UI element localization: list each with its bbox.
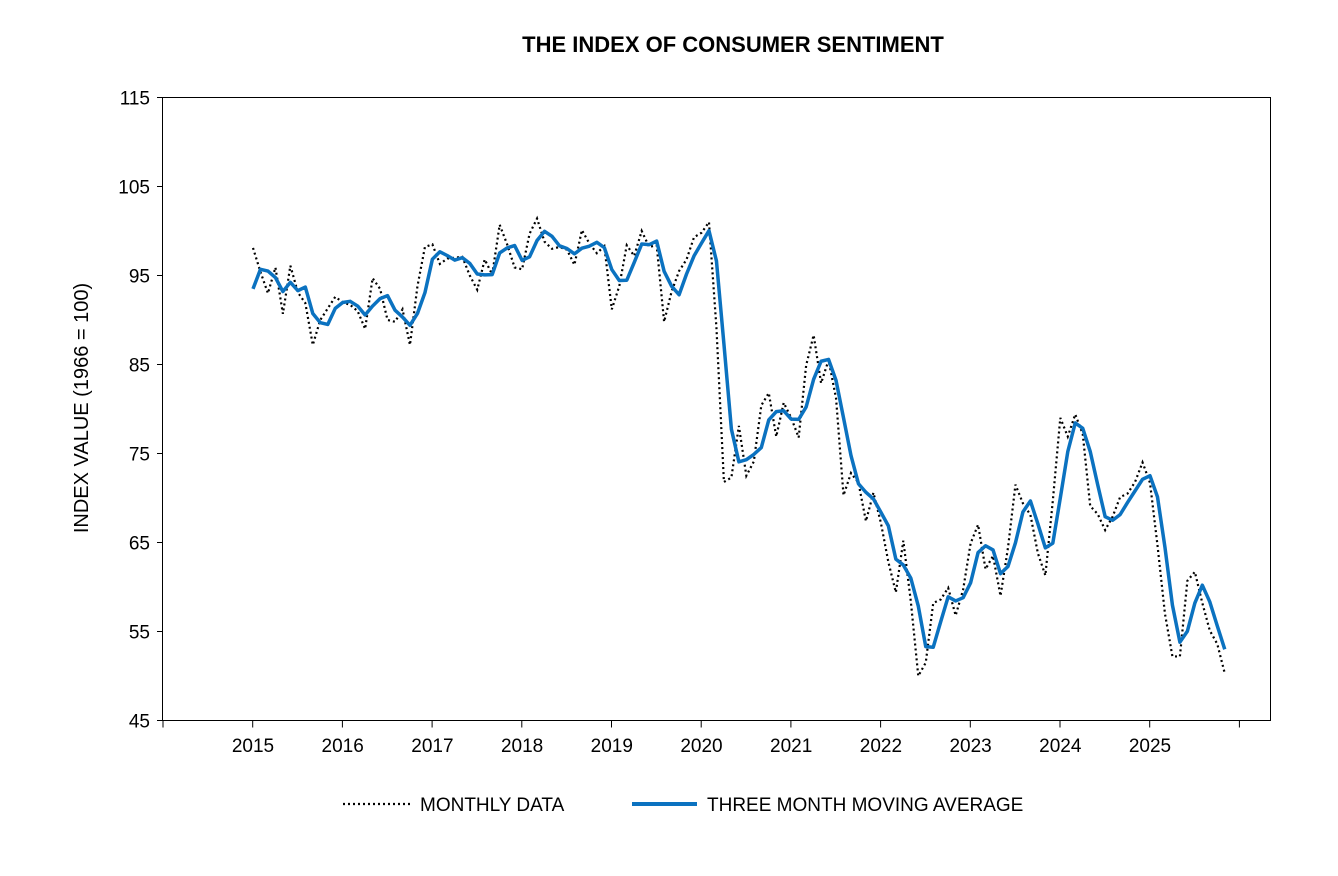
x-tick-label: 2016 bbox=[322, 736, 364, 757]
legend-average-label: THREE MONTH MOVING AVERAGE bbox=[707, 795, 1023, 816]
y-tick-label: 75 bbox=[129, 445, 150, 466]
legend: MONTHLY DATA THREE MONTH MOVING AVERAGE bbox=[343, 795, 1023, 816]
y-tick-label: 95 bbox=[129, 267, 150, 288]
x-tick-label: 2024 bbox=[1039, 736, 1082, 757]
x-tick-label: 2015 bbox=[232, 736, 274, 757]
y-tick-label: 85 bbox=[129, 356, 150, 377]
y-tick-label: 55 bbox=[129, 623, 150, 644]
y-axis: 45 55 65 75 85 95 105 115 bbox=[118, 89, 163, 733]
x-tick-label: 2019 bbox=[591, 736, 633, 757]
x-tick-label: 2022 bbox=[860, 736, 902, 757]
x-tick-label: 2017 bbox=[411, 736, 453, 757]
y-tick-label: 115 bbox=[120, 89, 150, 110]
x-tick-label: 2018 bbox=[501, 736, 543, 757]
series-layer bbox=[251, 215, 1227, 680]
chart-title: THE INDEX OF CONSUMER SENTIMENT bbox=[522, 32, 944, 57]
y-tick-label: 45 bbox=[129, 712, 150, 733]
moving-average-line bbox=[251, 228, 1227, 650]
x-axis: 2015 2016 2017 2018 2019 2020 2021 2022 2023 2024… bbox=[162, 720, 1240, 757]
monthly-data-line bbox=[251, 215, 1226, 680]
y-tick-label: 65 bbox=[129, 534, 150, 555]
x-tick-label: 2020 bbox=[680, 736, 722, 757]
y-axis-title: INDEX VALUE (1966 = 100) bbox=[71, 283, 93, 533]
plot-area-border bbox=[162, 97, 1271, 721]
x-tick-label: 2025 bbox=[1129, 736, 1171, 757]
legend-monthly-label: MONTHLY DATA bbox=[420, 795, 565, 816]
y-tick-label: 105 bbox=[118, 178, 150, 199]
x-tick-label: 2021 bbox=[770, 736, 812, 757]
x-tick-label: 2023 bbox=[949, 736, 991, 757]
